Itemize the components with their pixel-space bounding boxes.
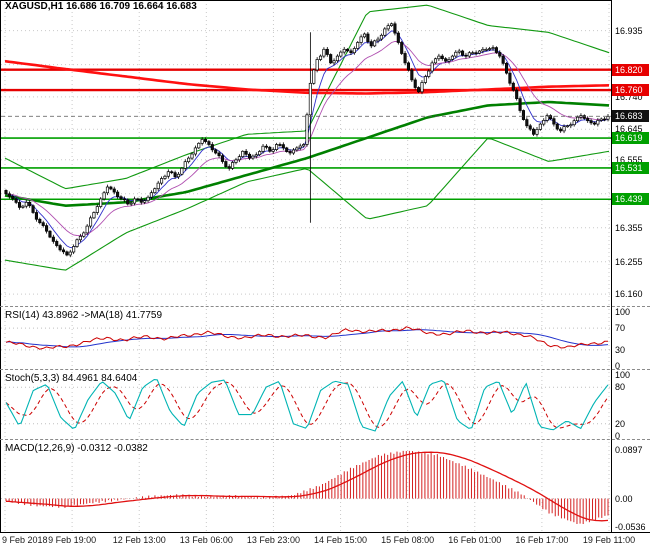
chart-left-border [0,0,1,533]
macd-canvas[interactable] [0,442,611,532]
current-price-badge: 16.683 [612,110,649,123]
bollinger-upper-line [4,4,610,190]
slow-ma-green-line [4,100,610,208]
slow-ma-red-line [4,59,610,95]
macd-tick: 0.00 [615,493,633,504]
candles-layer [4,21,610,258]
rsi-tick: 0 [615,361,621,372]
price-tick: 16.555 [615,154,643,165]
macd-tick: -0.0536 [615,522,646,533]
macd-tick: 0.0897 [615,445,643,456]
stoch-canvas[interactable] [0,372,611,439]
rsi-line [5,326,608,350]
price-level-badge-red: 16.760 [612,84,649,97]
price-tick: 16.355 [615,222,643,233]
chart-top-border [0,0,612,1]
time-scale-separator [0,532,650,533]
panel-splitter-2[interactable] [0,369,650,370]
panel-splitter-1[interactable] [0,306,650,307]
time-label: 12 Feb 13:00 [112,535,166,545]
stoch-panel[interactable]: Stoch(5,3,3) 84.4961 84.6404 [0,372,611,439]
time-label: 13 Feb 06:00 [179,535,233,545]
price-tick: 16.935 [615,25,643,36]
stoch-d-line [5,381,609,429]
macd-histogram [5,450,609,525]
time-label: 16 Feb 01:00 [448,535,502,545]
main-chart-panel[interactable]: XAGUSD,H1 16.686 16.709 16.664 16.683 [0,0,611,306]
stoch-tick: 100 [615,370,631,381]
time-label: 15 Feb 08:00 [381,535,435,545]
panel-splitter-3[interactable] [0,439,650,440]
price-tick: 16.645 [615,124,643,135]
chart-title: XAGUSD,H1 16.686 16.709 16.664 16.683 [5,1,197,12]
macd-label: MACD(12,26,9) -0.0312 -0.0382 [5,443,148,454]
rsi-canvas[interactable] [0,309,611,369]
stoch-tick: 0 [615,430,621,441]
rsi-tick: 70 [615,323,626,334]
stoch-k-line [5,379,609,432]
stoch-tick: 20 [615,418,626,429]
time-label: 16 Feb 17:00 [515,535,569,545]
price-axis[interactable]: 16.935 16.740 16.645 16.555 16.355 16.255 16.1… [612,0,650,533]
price-scale-separator [611,0,612,533]
macd-panel[interactable]: MACD(12,26,9) -0.0312 -0.0382 [0,442,611,532]
time-label: 14 Feb 15:00 [314,535,368,545]
time-label: 9 Feb 2018 [2,535,48,545]
main-chart-canvas[interactable] [0,0,611,306]
price-tick: 16.255 [615,256,643,267]
bollinger-lower-line [4,138,610,271]
time-axis[interactable]: 9 Feb 2018 9 Feb 19:00 12 Feb 13:00 13 Feb … [0,535,650,550]
rsi-tick: 100 [615,306,631,317]
price-tick: 16.740 [615,91,643,102]
time-label: 9 Feb 19:00 [48,535,97,545]
time-label: 19 Feb 11:00 [582,535,636,545]
price-tick: 16.160 [615,289,643,300]
stoch-label: Stoch(5,3,3) 84.4961 84.6404 [5,373,138,384]
rsi-label: RSI(14) 43.8962 ->MA(18) 41.7759 [5,310,163,321]
rsi-tick: 30 [615,344,626,355]
price-level-badge-green: 16.439 [612,193,649,206]
price-level-badge-green: 16.619 [612,132,649,145]
stoch-tick: 80 [615,382,626,393]
time-label: 13 Feb 23:00 [246,535,300,545]
price-level-badge-red: 16.820 [612,63,649,76]
macd-signal-line [5,451,609,522]
price-level-badge-green: 16.531 [612,161,649,174]
rsi-panel[interactable]: RSI(14) 43.8962 ->MA(18) 41.7759 [0,309,611,369]
